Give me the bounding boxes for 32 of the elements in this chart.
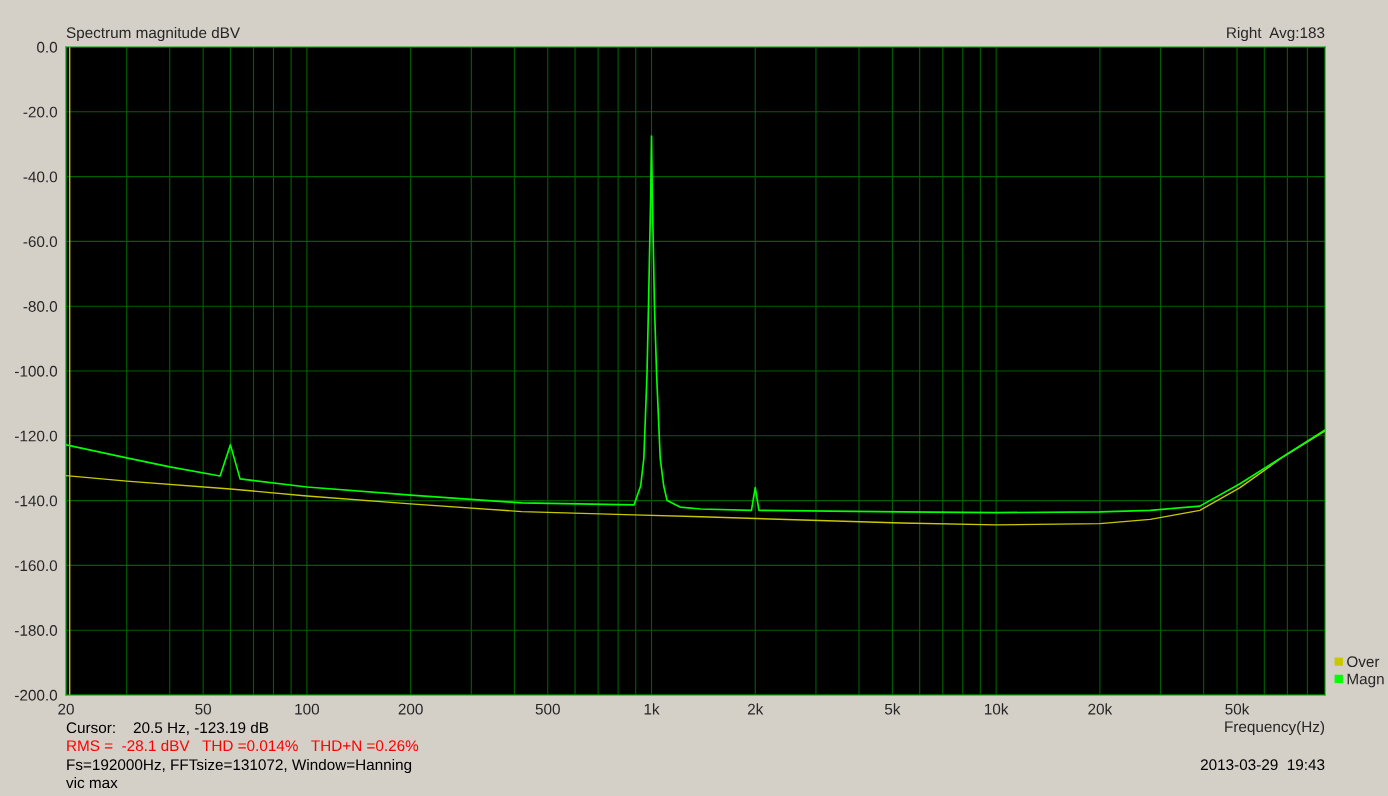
- x-tick-label: 20k: [1088, 703, 1113, 715]
- y-tick-label: -100.0: [15, 365, 58, 377]
- chart-title: Spectrum magnitude dBV: [66, 26, 241, 42]
- y-tick-label: -80.0: [23, 301, 58, 312]
- text: RMS = -28.1 dBV THD =0.014% THD+N =0.26%: [67, 739, 419, 752]
- legend-label: Magn: [1347, 673, 1384, 688]
- text: 2013-03-29 19:43: [1200, 759, 1325, 771]
- y-tick-label: -200.0: [15, 689, 58, 701]
- y-tick-label: -40.0: [23, 171, 58, 183]
- y-tick-label: -160.0: [15, 560, 58, 572]
- y-tick-label: -20.0: [23, 106, 58, 118]
- chart-subtitle: Right Avg:183: [1227, 26, 1325, 42]
- y-tick-label: -180.0: [15, 625, 58, 636]
- text: Fs=192000Hz, FFTsize=131072, Window=Hanning: [67, 758, 412, 774]
- text: Cursor: 20.5 Hz, -123.19 dB: [66, 721, 269, 735]
- y-tick-label: -140.0: [15, 495, 58, 507]
- x-tick-label: 50: [195, 703, 212, 715]
- y-tick-label: -60.0: [23, 236, 58, 248]
- legend-label: Over: [1347, 656, 1380, 668]
- x-tick-label: 20: [58, 703, 74, 715]
- y-tick-label: 0.0: [37, 41, 58, 53]
- x-tick-label: 1k: [644, 703, 660, 715]
- x-axis-title: Frequency(Hz): [1225, 720, 1325, 736]
- x-tick-label: 100: [295, 703, 320, 715]
- x-tick-label: 10k: [984, 703, 1009, 715]
- x-tick-label: 50k: [1225, 703, 1250, 715]
- x-tick-label: 500: [535, 703, 560, 715]
- x-tick-label: 2k: [747, 703, 764, 715]
- text: vic max: [66, 776, 118, 789]
- x-tick-label: 200: [398, 703, 423, 715]
- y-tick-label: -120.0: [15, 430, 58, 442]
- x-tick-label: 5k: [884, 703, 901, 715]
